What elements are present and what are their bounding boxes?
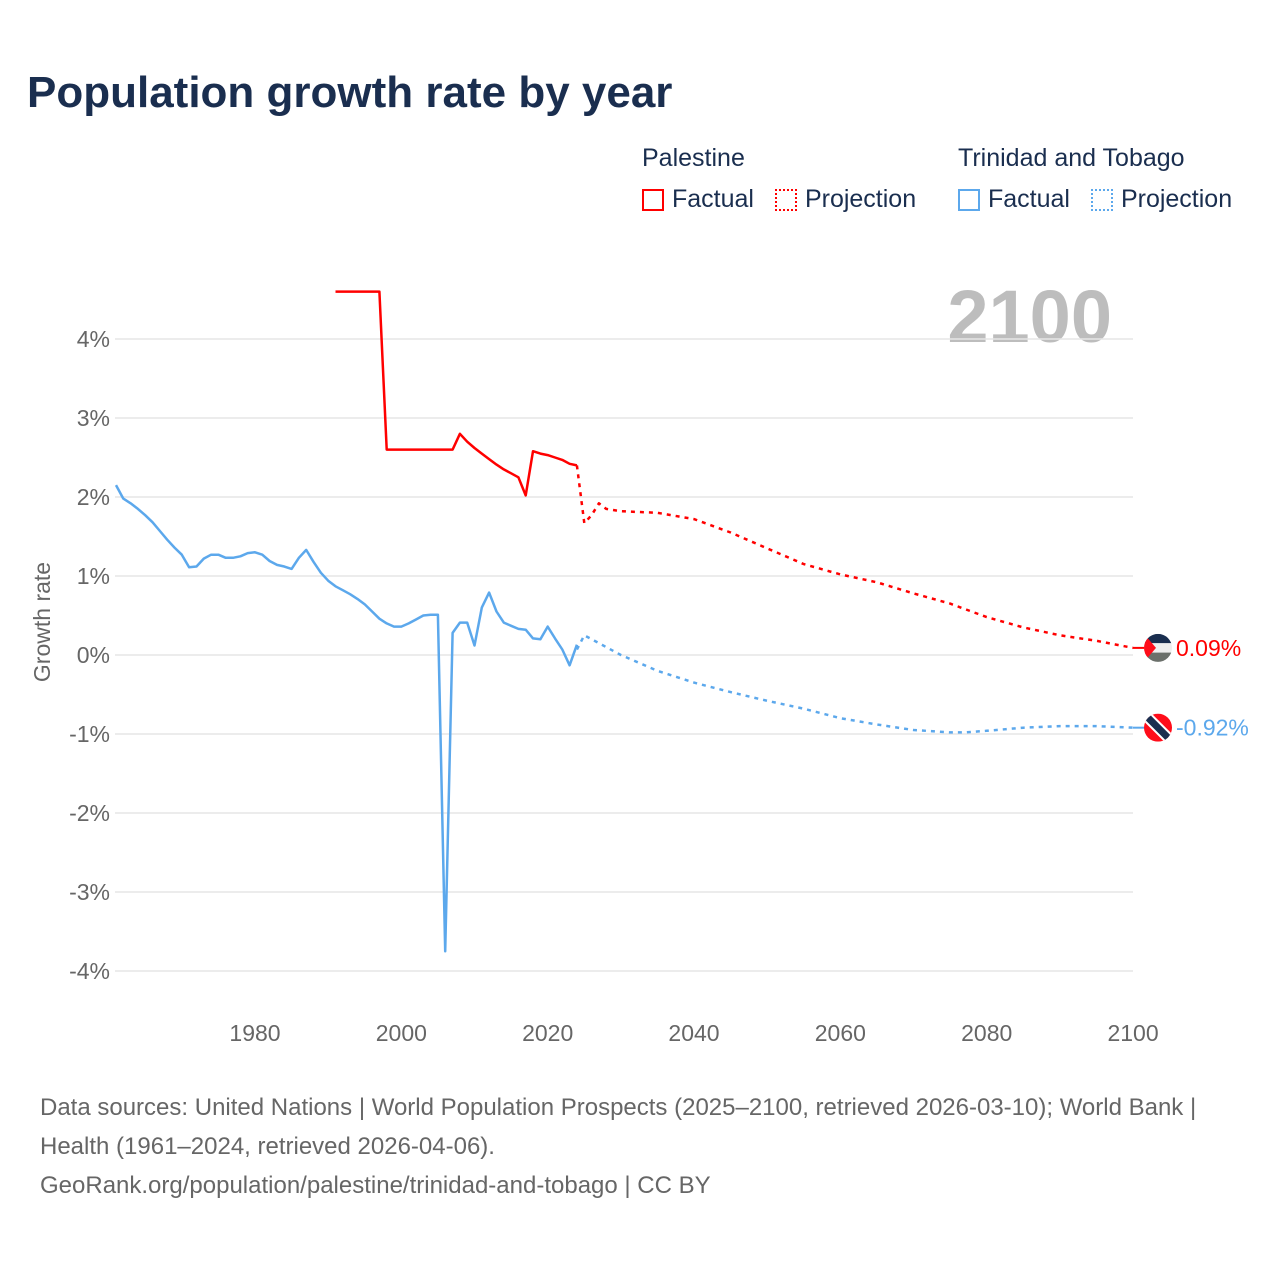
y-axis-label: Growth rate xyxy=(29,562,55,682)
legend-swatch xyxy=(1090,188,1113,211)
legend-title: Palestine xyxy=(642,144,745,172)
palestine-flag-icon xyxy=(1144,633,1172,662)
y-tick-label: -3% xyxy=(69,879,110,905)
x-tick-label: 2080 xyxy=(961,1020,1012,1046)
legend-trinidad: Trinidad and Tobago Factual Projection xyxy=(958,144,1246,218)
y-tick-label: 2% xyxy=(77,484,110,510)
series-line-factual[interactable] xyxy=(114,484,579,953)
end-value-label: 0.09% xyxy=(1176,635,1241,661)
y-tick-label: 3% xyxy=(77,405,110,431)
chart-title: Population growth rate by year xyxy=(27,68,673,117)
legend-label: Projection xyxy=(1120,185,1233,213)
y-tick-label: -4% xyxy=(69,958,110,984)
legend-projection[interactable]: Projection xyxy=(774,185,917,214)
series-line-projection[interactable] xyxy=(575,634,1134,734)
y-tick-label: -2% xyxy=(69,800,110,826)
legend-label: Projection xyxy=(804,185,917,213)
legend-title: Trinidad and Tobago xyxy=(958,144,1185,172)
legend-swatch xyxy=(958,188,980,211)
year-label: 2100 xyxy=(947,275,1112,358)
series-line-factual[interactable] xyxy=(335,290,578,497)
legend-palestine: Palestine Factual Projection xyxy=(642,144,930,218)
x-tick-label: 2100 xyxy=(1107,1020,1158,1046)
data-sources: Data sources: United Nations | World Pop… xyxy=(40,1094,1197,1160)
x-tick-label: 2060 xyxy=(815,1020,866,1046)
source-link[interactable]: GeoRank.org/population/palestine/trinida… xyxy=(40,1172,711,1199)
x-tick-label: 2000 xyxy=(376,1020,427,1046)
legend-label: Factual xyxy=(672,185,754,213)
footer: Data sources: United Nations | World Pop… xyxy=(40,1088,1240,1205)
legend-projection[interactable]: Projection xyxy=(1090,185,1233,214)
y-tick-label: 1% xyxy=(77,563,110,589)
trinidad-flag-icon xyxy=(1144,713,1172,742)
legend-swatch xyxy=(642,188,664,211)
y-tick-label: 0% xyxy=(77,642,110,668)
legend-factual[interactable]: Factual xyxy=(958,185,1070,214)
x-tick-label: 1980 xyxy=(229,1020,280,1046)
x-tick-label: 2020 xyxy=(522,1020,573,1046)
x-tick-label: 2040 xyxy=(668,1020,719,1046)
end-value-label: -0.92% xyxy=(1176,715,1249,741)
legend-swatch xyxy=(774,188,797,211)
legend-label: Factual xyxy=(988,185,1070,213)
y-tick-label: 4% xyxy=(77,326,110,352)
series-line-projection[interactable] xyxy=(575,465,1134,650)
legend-factual[interactable]: Factual xyxy=(642,185,754,214)
y-tick-label: -1% xyxy=(69,721,110,747)
